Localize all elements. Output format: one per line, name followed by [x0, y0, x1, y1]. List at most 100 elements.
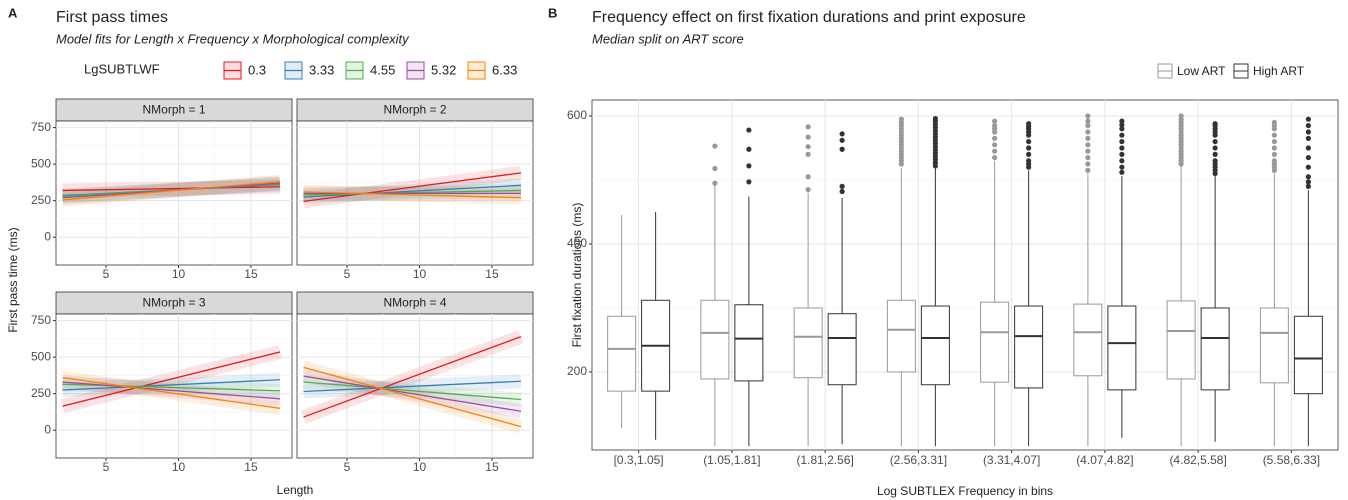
- outlier: [1212, 151, 1218, 157]
- outlier: [1119, 132, 1125, 138]
- outlier: [1119, 151, 1125, 157]
- x-tick-label: 15: [244, 267, 258, 281]
- outlier: [1085, 122, 1091, 129]
- outlier: [746, 146, 752, 152]
- outlier: [992, 154, 998, 161]
- y-tick-label: 250: [31, 386, 51, 400]
- box: [1259, 307, 1289, 384]
- outlier: [1085, 148, 1091, 154]
- panel: [55, 313, 293, 459]
- line: [303, 172, 522, 203]
- x-tick-label: 10: [172, 460, 186, 474]
- outlier: [898, 116, 904, 122]
- x-tick-label: (5.58,6.33]: [1263, 453, 1320, 467]
- line: [303, 184, 522, 198]
- outlier: [1085, 167, 1091, 173]
- x-tick-label: 10: [172, 267, 186, 281]
- line: [62, 379, 280, 391]
- outlier: [1271, 138, 1277, 145]
- x-tick-label: 15: [485, 267, 499, 281]
- x-tick-label: (4.07,4.82]: [1076, 453, 1133, 467]
- outlier: [992, 122, 998, 129]
- box: [700, 299, 730, 380]
- outlier: [839, 131, 845, 137]
- legend-label: High ART: [1253, 64, 1305, 78]
- chart-title: First pass times: [56, 9, 168, 26]
- facet-title: NMorph = 4: [383, 296, 446, 310]
- x-tick-label: (3.31,4.07]: [983, 453, 1040, 467]
- line: [303, 380, 521, 393]
- y-tick-label: 0: [44, 229, 51, 243]
- line: [303, 375, 522, 412]
- outlier: [1305, 116, 1311, 122]
- outlier: [1085, 129, 1091, 135]
- outlier: [1305, 129, 1311, 135]
- facet-title: NMorph = 2: [383, 103, 446, 117]
- x-axis-label: Length: [277, 483, 314, 497]
- x-tick-label: 10: [413, 267, 427, 281]
- outlier: [839, 183, 845, 189]
- line: [62, 351, 281, 407]
- legend-label: 3.33: [309, 62, 334, 77]
- outlier: [805, 144, 811, 150]
- line: [62, 186, 280, 192]
- outlier: [839, 137, 845, 143]
- outlier: [746, 127, 752, 133]
- x-tick-label: 15: [485, 460, 499, 474]
- outlier: [712, 165, 718, 172]
- chart-subtitle: Median split on ART score: [592, 31, 744, 46]
- y-tick-label: 750: [31, 120, 51, 134]
- outlier: [1212, 121, 1218, 127]
- x-tick-label: 5: [103, 460, 110, 474]
- outlier: [1026, 158, 1032, 164]
- legend-label: 0.3: [248, 62, 266, 77]
- x-tick-label: (1.81,2.56]: [796, 453, 853, 467]
- box: [1073, 303, 1103, 377]
- outlier: [1119, 122, 1125, 128]
- outlier: [1212, 138, 1218, 145]
- outlier: [1212, 158, 1218, 164]
- legend-label: 4.55: [370, 62, 395, 77]
- outlier: [1305, 122, 1311, 129]
- outlier: [1026, 145, 1032, 151]
- outlier: [1085, 118, 1091, 124]
- outlier: [992, 142, 998, 148]
- line: [62, 181, 281, 201]
- y-axis-label: First fixation durations (ms): [570, 203, 584, 348]
- legend-label: 6.33: [492, 62, 517, 77]
- box: [793, 307, 823, 379]
- box: [1107, 305, 1137, 391]
- outlier: [1119, 126, 1125, 132]
- y-tick-label: 500: [31, 156, 51, 170]
- outlier: [1271, 158, 1277, 164]
- outlier: [746, 179, 752, 185]
- x-tick-label: (4.82,5.58]: [1169, 453, 1226, 467]
- facet-title: NMorph = 3: [142, 296, 205, 310]
- x-tick-label: 5: [344, 460, 351, 474]
- outlier: [1085, 161, 1091, 167]
- x-tick-label: [0.3,1.05]: [614, 453, 664, 467]
- panel: [591, 99, 1339, 451]
- y-tick-label: 200: [567, 364, 587, 378]
- outlier: [805, 174, 811, 180]
- box: [886, 299, 916, 373]
- outlier: [1119, 118, 1125, 124]
- outlier: [839, 146, 845, 152]
- outlier: [992, 135, 998, 141]
- outlier: [1085, 142, 1091, 148]
- box: [734, 304, 764, 382]
- x-tick-label: (1.05,1.81]: [703, 453, 760, 467]
- outlier: [1026, 138, 1032, 145]
- outlier: [839, 188, 845, 195]
- outlier: [1305, 164, 1311, 170]
- line: [303, 191, 521, 199]
- chart-subtitle: Model fits for Length x Frequency x Morp…: [56, 31, 410, 46]
- outlier: [1271, 151, 1277, 157]
- outlier: [1305, 145, 1311, 151]
- outlier: [992, 148, 998, 154]
- y-tick-label: 750: [31, 313, 51, 327]
- box: [1200, 307, 1230, 391]
- legend-title: LgSUBTLWF: [84, 61, 160, 76]
- outlier: [1119, 138, 1125, 145]
